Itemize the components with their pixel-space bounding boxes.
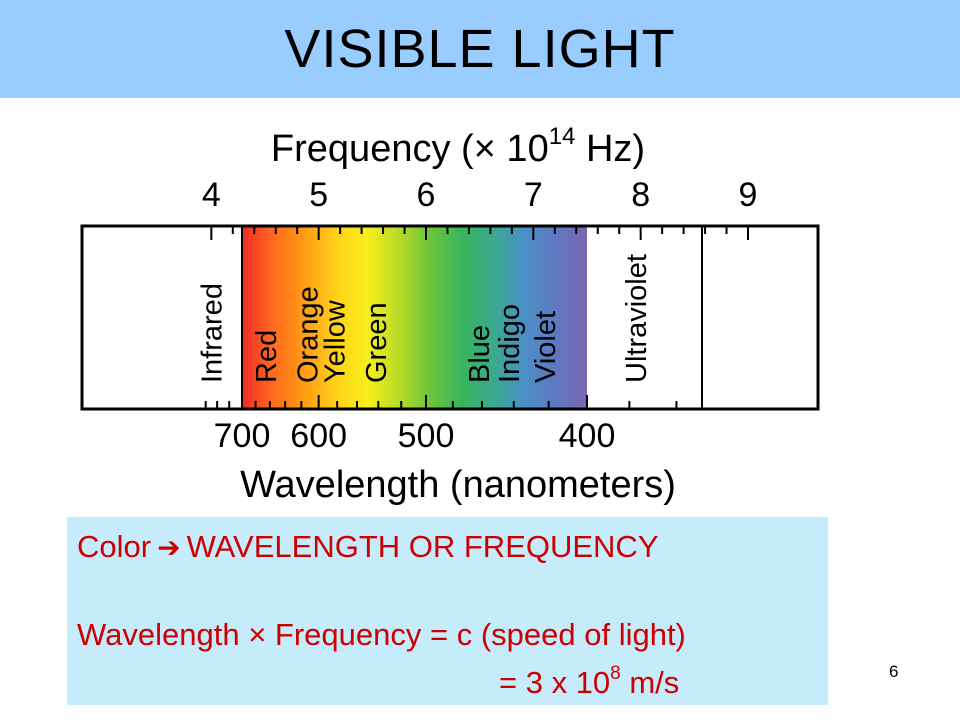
band-label-orange: Orange [292,286,324,383]
title-bar [0,0,960,98]
wavelength-tick-labels: 700 600 500 400 [214,417,616,455]
frequency-tick-label: 9 [739,176,758,214]
band-label-infrared: Infrared [196,283,228,383]
speed-value-prefix: = 3 x 10 [499,665,611,700]
frequency-equals-c-text: Frequency = c (speed of light) [274,617,686,652]
band-label-indigo: Indigo [494,304,526,383]
frequency-tick-labels: 4 5 6 7 8 9 [202,176,758,214]
wavelength-tick-label: 700 [214,417,271,455]
tick-marks [204,226,749,409]
speed-value-line: = 3 x 108 m/s [499,663,680,701]
wavelength-tick-label: 600 [290,417,347,455]
frequency-tick-label: 8 [631,176,650,214]
wavelength-tick-label: 400 [559,417,616,455]
speed-unit: m/s [620,665,680,700]
speed-equation-line: Wavelength × Frequency = c (speed of lig… [77,617,686,653]
color-word: Color [77,529,152,564]
wavelength-tick-label: 500 [398,417,455,455]
frequency-tick-label: 6 [417,176,436,214]
frequency-axis-title: Frequency (× 1014 Hz) [271,123,645,170]
wavelength-word: Wavelength [77,617,240,652]
band-label-yellow: Yellow [319,299,351,383]
band-label-red: Red [251,330,283,383]
page-number: 6 [889,662,899,681]
visible-gradient [242,227,587,408]
band-label-green: Green [361,302,393,383]
times-symbol: × [248,617,267,652]
frequency-tick-label: 7 [524,176,543,214]
band-label-ultraviolet: Ultraviolet [621,254,653,383]
wavelength-axis-title: Wavelength (nanometers) [240,464,676,506]
spectrum-diagram: Frequency (× 1014 Hz) 4 5 6 7 8 9 Infrared Red… [80,123,820,506]
slide-title: VISIBLE LIGHT [284,19,676,79]
color-relation-line: Color ➔ WAVELENGTH OR FREQUENCY [77,529,659,565]
band-label-blue: Blue [464,325,496,383]
info-box: Color ➔ WAVELENGTH OR FREQUENCY Wavelength… [67,517,828,705]
spectrum-band [80,224,820,411]
right-arrow-icon: ➔ [157,532,181,563]
frequency-tick-label: 4 [202,176,221,214]
band-label-violet: Violet [530,311,562,383]
speed-exponent: 8 [610,663,621,684]
wavelength-or-frequency-text: WAVELENGTH OR FREQUENCY [186,529,659,564]
frequency-tick-label: 5 [309,176,328,214]
